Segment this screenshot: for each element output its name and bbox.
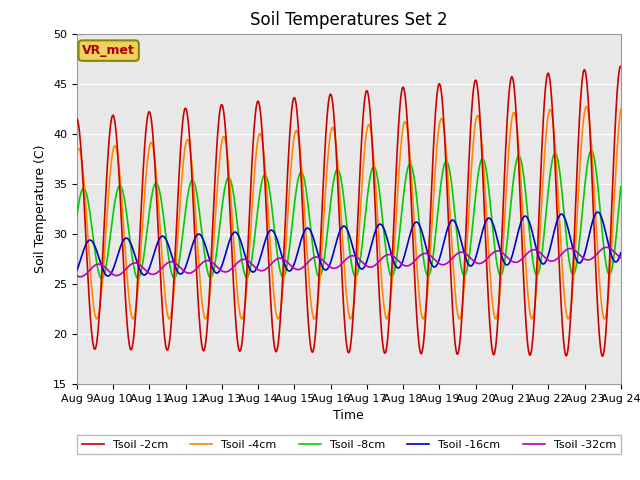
Tsoil -16cm [304, 225, 312, 231]
Tsoil -4cm [316, 285, 323, 290]
Tsoil -4cm [73, 150, 81, 156]
Tsoil -32cm [316, 255, 323, 261]
Tsoil -32cm [325, 264, 333, 269]
Line: Tsoil -2cm: Tsoil -2cm [77, 66, 621, 356]
Tsoil -2cm [325, 98, 333, 104]
Tsoil -2cm [315, 276, 323, 282]
Tsoil -8cm [325, 215, 333, 220]
Tsoil -32cm [115, 272, 123, 278]
Tsoil -4cm [617, 106, 625, 112]
Tsoil -8cm [316, 274, 323, 280]
Tsoil -8cm [115, 183, 123, 189]
Tsoil -8cm [304, 201, 312, 207]
Legend: Tsoil -2cm, Tsoil -4cm, Tsoil -8cm, Tsoil -16cm, Tsoil -32cm: Tsoil -2cm, Tsoil -4cm, Tsoil -8cm, Tsoi… [77, 435, 621, 454]
Tsoil -2cm [304, 308, 312, 314]
Tsoil -8cm [138, 267, 145, 273]
Tsoil -16cm [617, 250, 625, 256]
Line: Tsoil -8cm: Tsoil -8cm [77, 150, 621, 279]
Tsoil -16cm [104, 273, 112, 279]
Tsoil -16cm [594, 209, 602, 215]
Tsoil -32cm [383, 252, 390, 258]
Tsoil -8cm [617, 184, 625, 190]
Tsoil -16cm [383, 234, 390, 240]
Tsoil -2cm [115, 170, 123, 176]
Tsoil -2cm [73, 116, 81, 121]
Tsoil -2cm [137, 209, 145, 215]
Tsoil -16cm [138, 270, 145, 276]
Tsoil -4cm [325, 142, 333, 148]
Tsoil -32cm [77, 274, 84, 280]
Tsoil -4cm [304, 264, 312, 269]
Tsoil -2cm [617, 63, 625, 69]
Tsoil -16cm [316, 255, 323, 261]
Line: Tsoil -4cm: Tsoil -4cm [77, 107, 621, 319]
Y-axis label: Soil Temperature (C): Soil Temperature (C) [35, 144, 47, 273]
Tsoil -8cm [588, 147, 595, 153]
Line: Tsoil -32cm: Tsoil -32cm [77, 247, 621, 277]
Tsoil -4cm [129, 316, 137, 322]
Tsoil -16cm [325, 264, 333, 269]
Line: Tsoil -16cm: Tsoil -16cm [77, 212, 621, 276]
Tsoil -8cm [383, 253, 390, 259]
Tsoil -4cm [138, 239, 145, 245]
Tsoil -2cm [599, 353, 607, 359]
Tsoil -2cm [383, 346, 390, 352]
Tsoil -32cm [603, 244, 611, 250]
Tsoil -32cm [73, 273, 81, 278]
Tsoil -32cm [138, 264, 145, 269]
Tsoil -8cm [98, 276, 106, 282]
Tsoil -16cm [73, 267, 81, 273]
Tsoil -4cm [115, 162, 123, 168]
Tsoil -32cm [304, 259, 312, 265]
Title: Soil Temperatures Set 2: Soil Temperatures Set 2 [250, 11, 447, 29]
Tsoil -8cm [73, 214, 81, 219]
Text: VR_met: VR_met [82, 44, 135, 57]
Tsoil -4cm [383, 316, 390, 322]
Tsoil -16cm [115, 247, 123, 253]
X-axis label: Time: Time [333, 409, 364, 422]
Tsoil -4cm [582, 104, 590, 109]
Tsoil -32cm [617, 255, 625, 261]
